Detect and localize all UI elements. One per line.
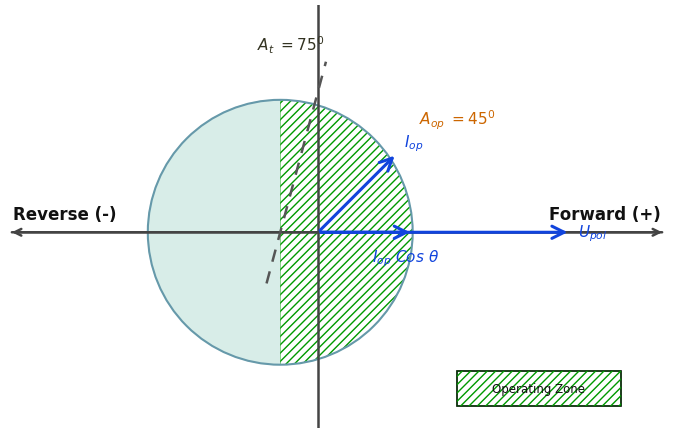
Polygon shape [280, 101, 412, 365]
Polygon shape [148, 101, 280, 365]
Text: $U_{pol}$: $U_{pol}$ [578, 223, 607, 243]
Text: $A_{op}\ =45^0$: $A_{op}\ =45^0$ [419, 108, 495, 132]
Text: $I_{op}\ Cos\ \theta$: $I_{op}\ Cos\ \theta$ [371, 248, 439, 268]
Text: Reverse (-): Reverse (-) [13, 206, 117, 224]
Text: Operating Zone: Operating Zone [492, 382, 585, 395]
Text: $A_t\ =75^0$: $A_t\ =75^0$ [257, 35, 324, 56]
Bar [457, 371, 621, 406]
Text: $I_{op}$: $I_{op}$ [404, 133, 423, 153]
Bar [457, 371, 621, 406]
Text: Forward (+): Forward (+) [549, 206, 661, 224]
